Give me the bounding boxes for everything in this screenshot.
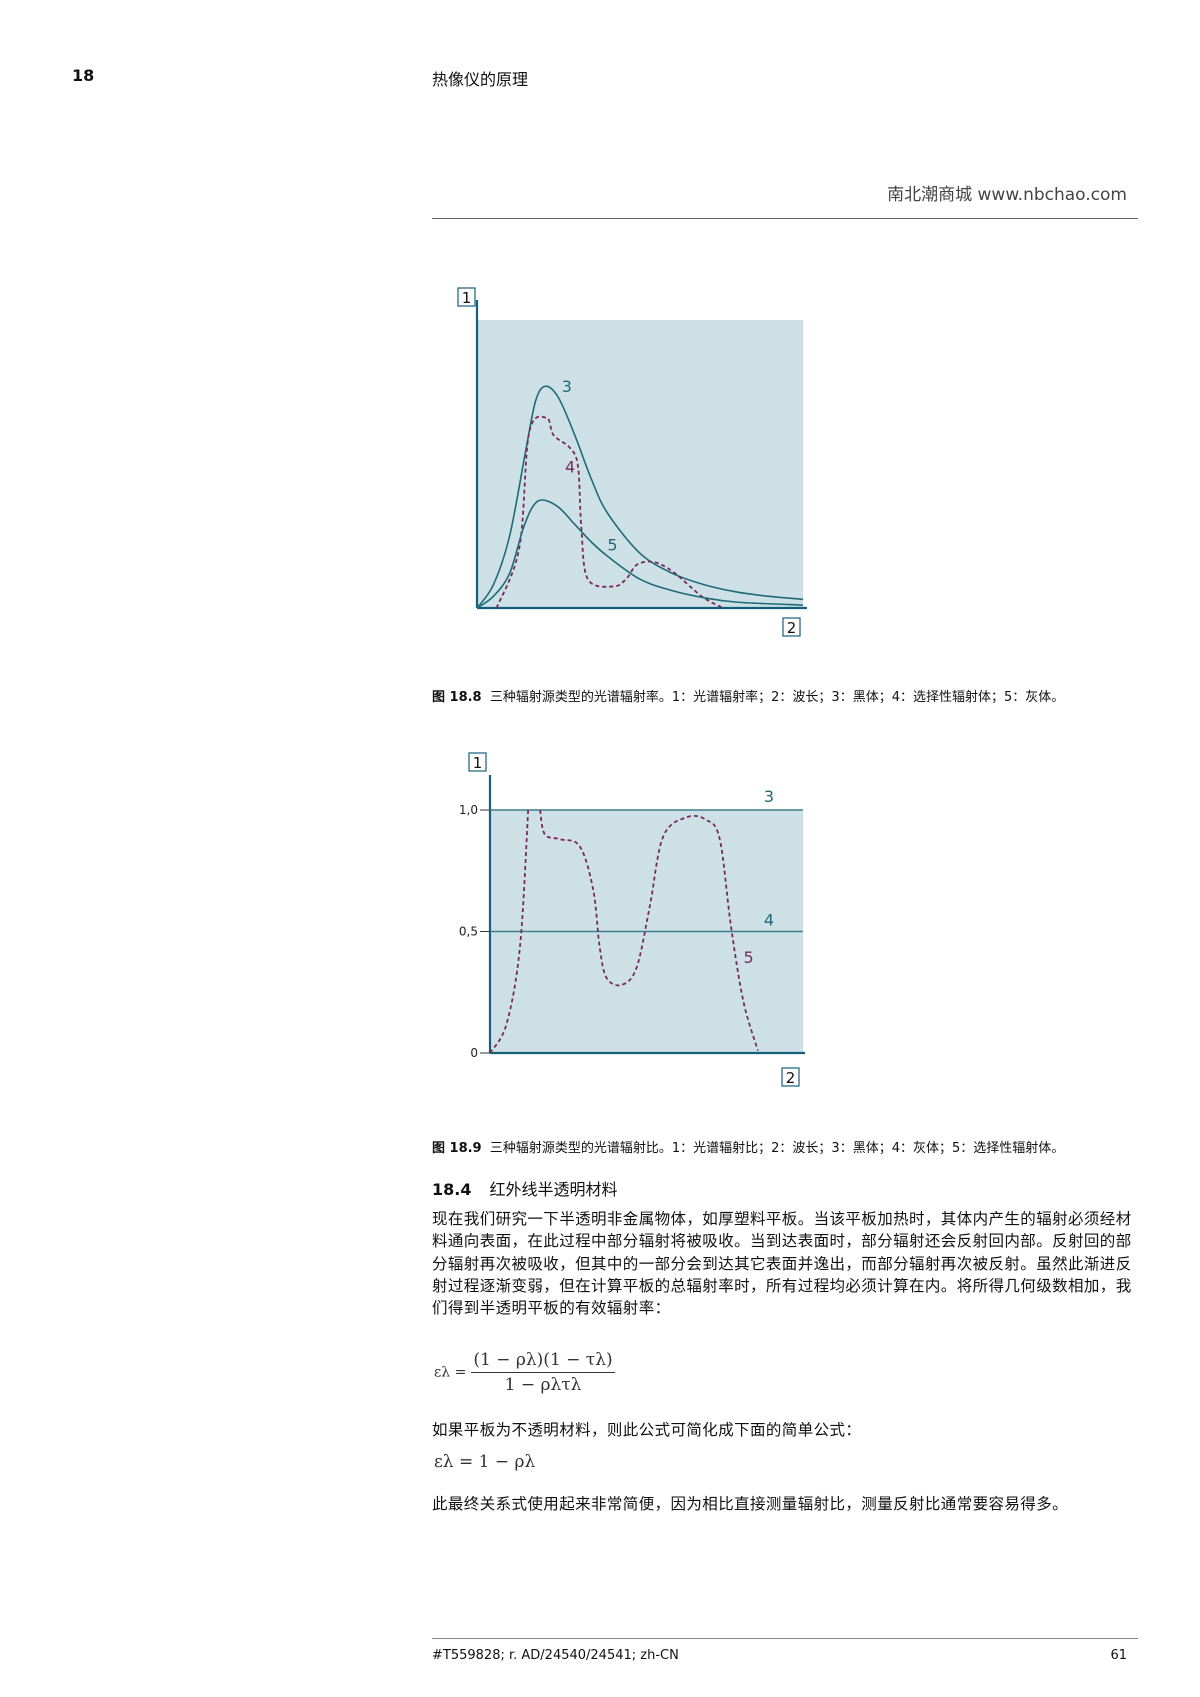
series-4-line: [495, 415, 724, 609]
y-axis-label: 1: [473, 754, 483, 772]
caption-text: 三种辐射源类型的光谱辐射率。1：光谱辐射率；2：波长；3：黑体；4：选择性辐射体…: [489, 690, 1065, 705]
series-5-label: 5: [607, 535, 617, 554]
footer-divider: [432, 1638, 1138, 1639]
caption-label: 图 18.9: [432, 1141, 482, 1156]
x-axis-label: 2: [787, 619, 797, 637]
figure-caption-18-8: 图 18.8 三种辐射源类型的光谱辐射率。1：光谱辐射率；2：波长；3：黑体；4…: [432, 686, 1064, 705]
formula-denominator: 1 − ρλτλ: [504, 1375, 582, 1395]
caption-text: 三种辐射源类型的光谱辐射比。1：光谱辐射比；2：波长；3：黑体；4：灰体；5：选…: [489, 1141, 1065, 1156]
figure-caption-18-9: 图 18.9 三种辐射源类型的光谱辐射比。1：光谱辐射比；2：波长；3：黑体；4…: [432, 1137, 1064, 1156]
page-number: 18: [72, 66, 95, 85]
site-watermark: 南北潮商城 www.nbchao.com: [887, 185, 1127, 205]
series-4-label: 4: [565, 458, 575, 477]
x-axis-label-box: [782, 617, 801, 637]
y-tick-label: 0: [470, 1046, 478, 1060]
formula-numerator: (1 − ρλ)(1 − τλ): [471, 1350, 615, 1373]
x-axis-label-box: [781, 1067, 800, 1087]
header-divider: [432, 218, 1138, 219]
figure-18-8-chart: 1 2 3 4 5: [457, 287, 807, 637]
section-title: 红外线半透明材料: [489, 1180, 618, 1199]
formula-fraction: (1 − ρλ)(1 − τλ) 1 − ρλτλ: [471, 1350, 615, 1395]
opaque-emissivity-formula: ελ = 1 − ρλ: [434, 1452, 536, 1472]
y-axis-label-box: [457, 287, 476, 307]
series-5-line: [489, 809, 530, 1054]
y-axis-label-box: [468, 752, 487, 772]
footer-page-number: 61: [1110, 1648, 1127, 1663]
document-reference: #T559828; r. AD/24540/24541; zh-CN: [432, 1648, 679, 1663]
y-tick-label: 1,0: [459, 803, 478, 817]
x-axis-label: 2: [786, 1069, 796, 1087]
series-5-label: 5: [744, 948, 754, 967]
body-paragraph: 现在我们研究一下半透明非金属物体，如厚塑料平板。当该平板加热时，其体内产生的辐射…: [432, 1210, 1132, 1318]
body-paragraph: 如果平板为不透明材料，则此公式可简化成下面的简单公式：: [432, 1421, 862, 1439]
caption-label: 图 18.8: [432, 690, 482, 705]
series-5-line: [539, 809, 759, 1051]
series-5-line: [476, 499, 804, 609]
series-3-label: 3: [562, 377, 572, 396]
section-number: 18.4: [432, 1180, 472, 1199]
series-4-label: 4: [764, 911, 774, 930]
y-tick-label: 0,5: [459, 925, 478, 939]
body-paragraph: 此最终关系式使用起来非常简便，因为相比直接测量辐射比，测量反射比通常要容易得多。: [432, 1495, 1069, 1513]
section-heading: 18.4 红外线半透明材料: [432, 1176, 618, 1200]
effective-emissivity-formula: ελ = (1 − ρλ)(1 − τλ) 1 − ρλτλ: [434, 1350, 615, 1395]
figure-18-9-chart: 1 2 0 0,5 1,0 3 45: [459, 752, 805, 1087]
series-3-label: 3: [764, 787, 774, 806]
series-3-line: [476, 385, 804, 609]
chapter-title: 热像仪的原理: [432, 70, 529, 89]
formula-lhs: ελ =: [434, 1364, 467, 1381]
plot-area: [477, 320, 803, 608]
y-axis-label: 1: [462, 289, 472, 307]
